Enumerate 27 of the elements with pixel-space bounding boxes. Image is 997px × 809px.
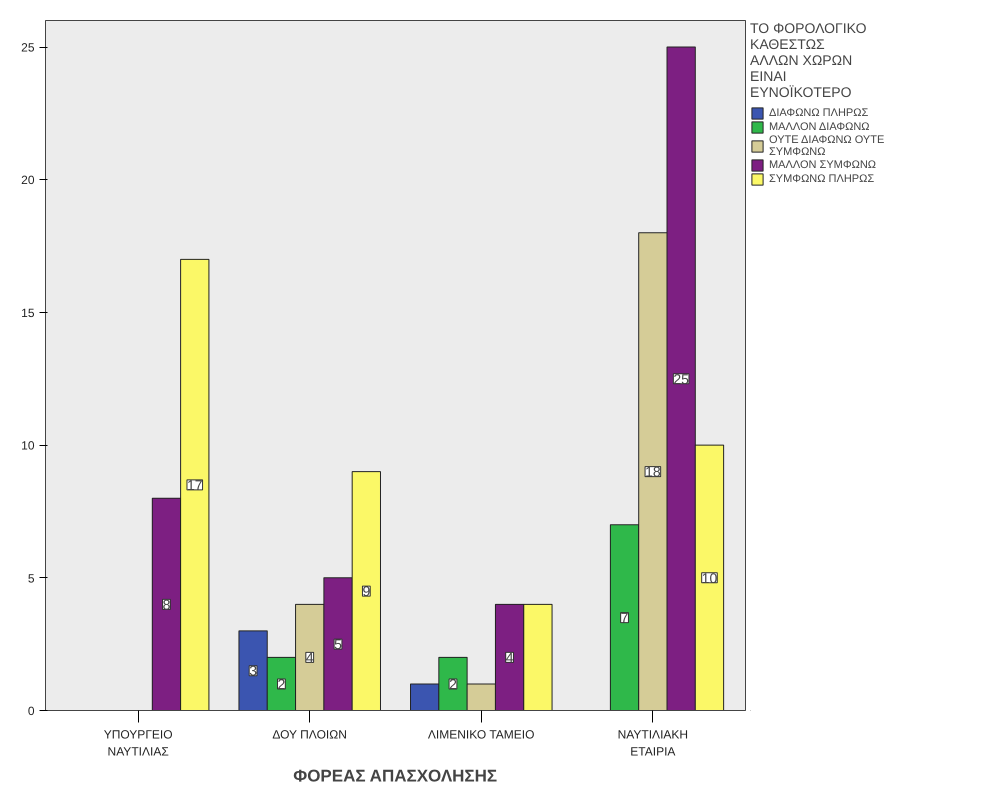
data-label: 3 xyxy=(249,662,258,679)
data-label: 25 xyxy=(673,370,690,387)
legend-label: ΣΥΜΦΩΝΩ ΠΛΗΡΩΣ xyxy=(769,172,874,186)
data-label: 17 xyxy=(186,476,203,493)
y-tick-label: 15 xyxy=(21,306,35,320)
y-tick-label: 20 xyxy=(21,173,35,188)
data-label: 18 xyxy=(645,464,661,480)
legend-label: ΜΑΛΛΟΝ ΔΙΑΦΩΝΩ xyxy=(769,120,870,134)
x-tick-label: ΔΟΥ ΠΛΟΙΩΝ xyxy=(272,728,347,742)
data-label: 2 xyxy=(278,676,286,692)
legend-title: ΤΟ ΦΟΡΟΛΟΓΙΚΟ ΚΑΘΕΣΤΩΣ ΑΛΛΩΝ ΧΩΡΩΝ ΕΙΝΑΙ ΕΥΝΟΪΚΟΤΕΡΟ xyxy=(750,20,868,100)
data-label: 7 xyxy=(620,610,629,626)
x-axis-title: ΦΟΡΕΑΣ ΑΠΑΣΧΟΛΗΣΗΣ xyxy=(293,766,498,786)
data-label: 5 xyxy=(334,636,342,652)
x-tick-label: ΝΑΥΤΙΛΙΑΚΗ ΕΤΑΙΡΙΑ xyxy=(618,728,688,758)
y-tick-label: 10 xyxy=(21,438,35,453)
y-tick-label: 0 xyxy=(28,704,35,718)
data-label: 8 xyxy=(162,596,171,612)
legend-label: ΟΥΤΕ ΔΙΑΦΩΝΩ ΟΥΤΕ ΣΥΜΦΩΝΩ xyxy=(769,134,884,158)
legend-label: ΔΙΑΦΩΝΩ ΠΛΗΡΩΣ xyxy=(769,106,868,120)
y-tick-label: 5 xyxy=(28,571,35,586)
legend-label: ΜΑΛΛΟΝ ΣΥΜΦΩΝΩ xyxy=(769,158,876,172)
y-tick-label: 25 xyxy=(21,40,35,55)
data-label: 2 xyxy=(449,676,458,692)
x-tick-label: ΛΙΜΕΝΙΚΟ ΤΑΜΕΙΟ xyxy=(428,728,534,742)
data-label: 10 xyxy=(702,570,718,586)
x-tick-label: ΥΠΟΥΡΓΕΙΟ ΝΑΥΤΙΛΙΑΣ xyxy=(104,728,173,758)
